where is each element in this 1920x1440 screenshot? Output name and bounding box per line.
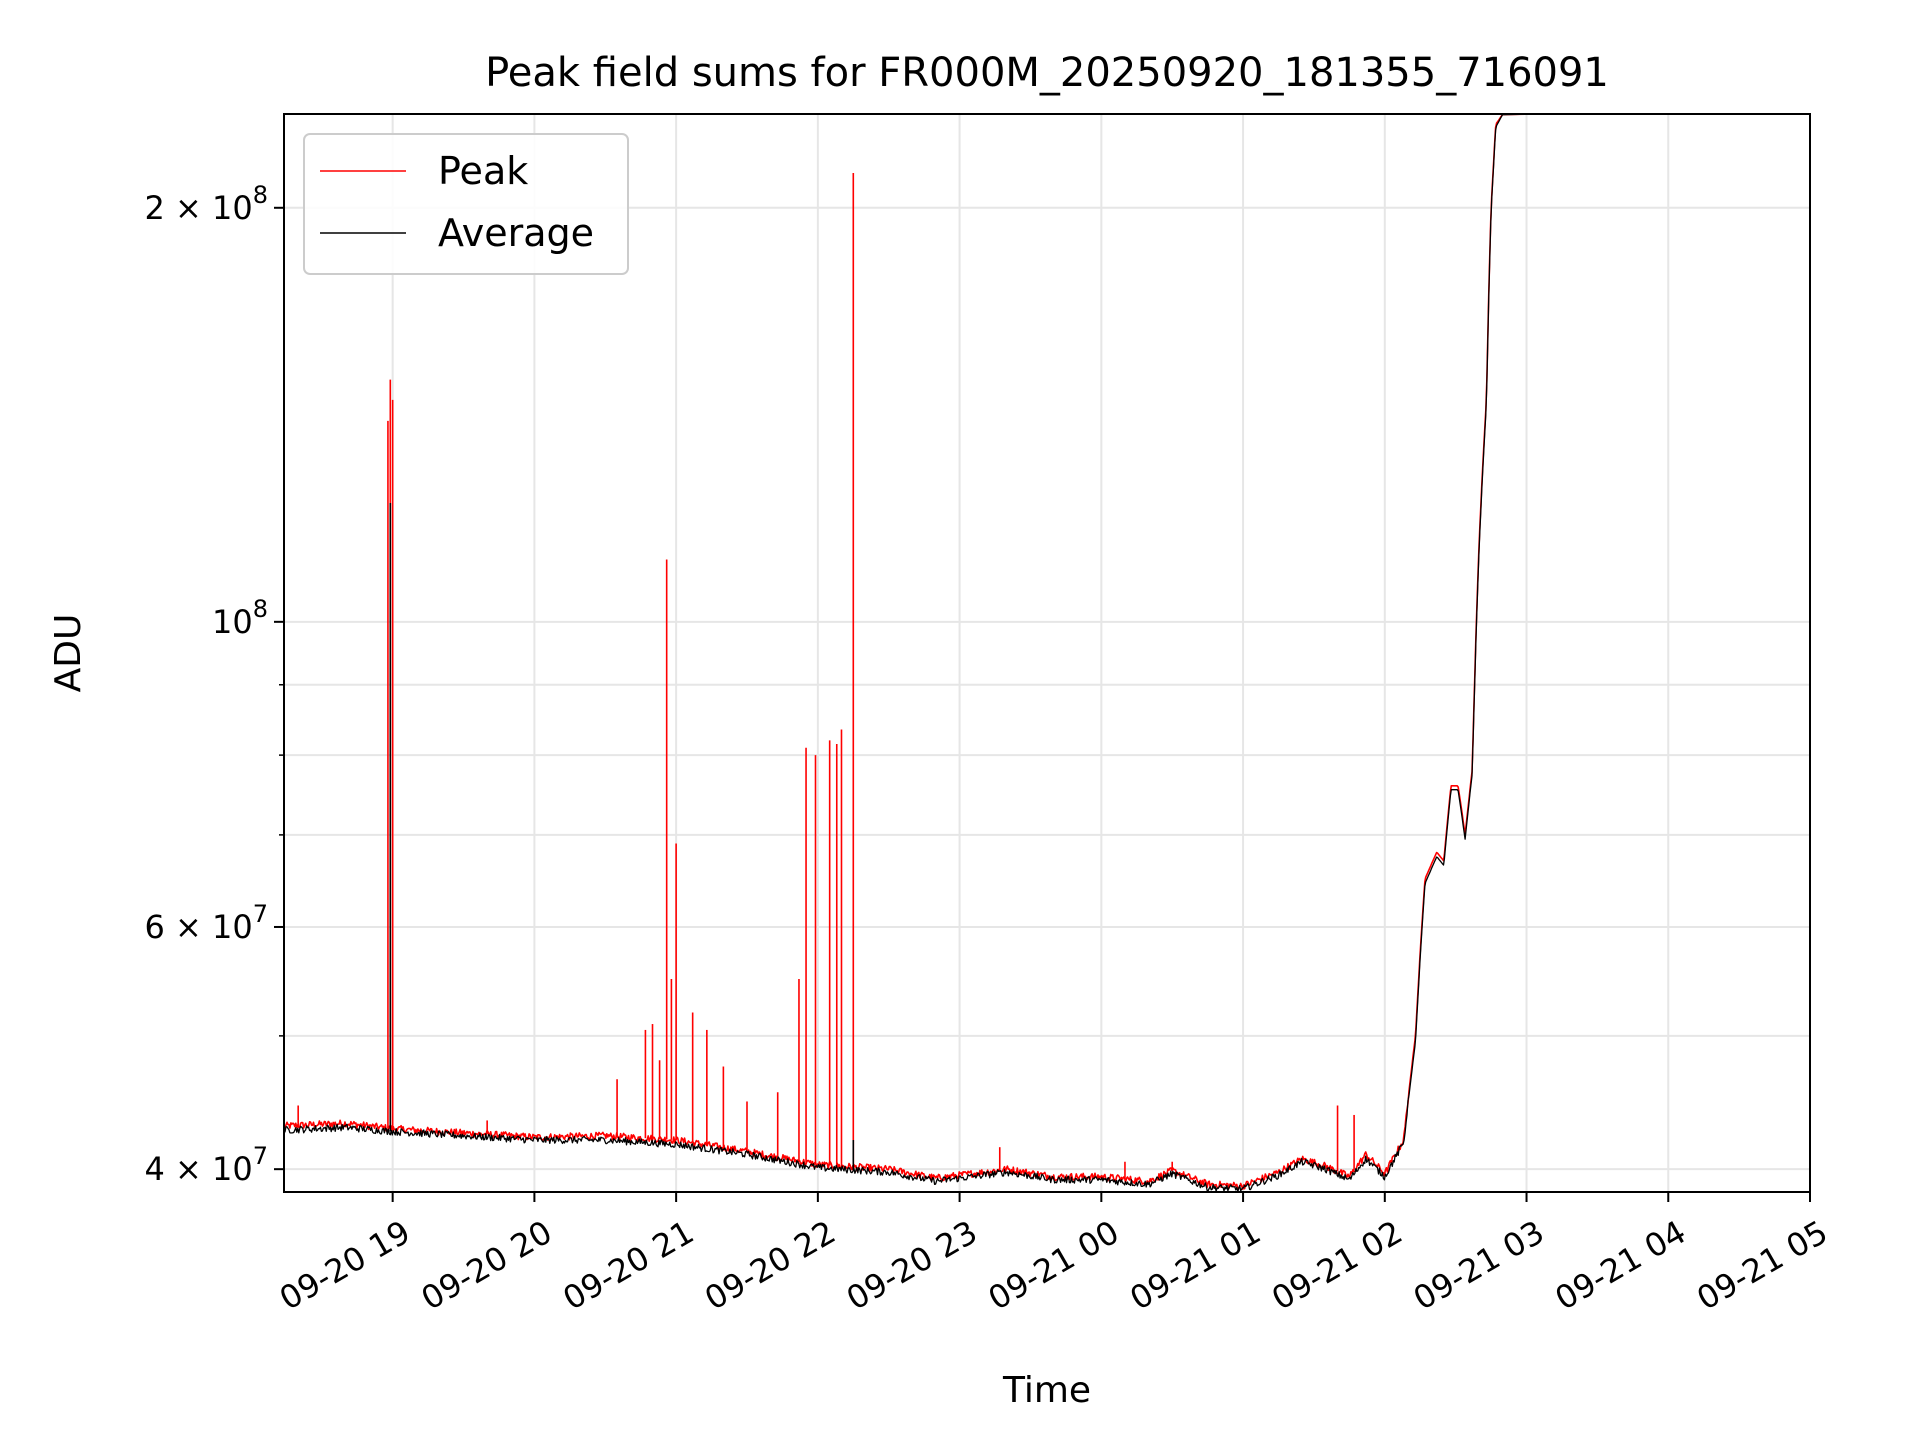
legend-box	[303, 133, 629, 275]
y-tick-label: 2 × 108	[144, 181, 268, 227]
y-tick-base: 4 × 10	[144, 1150, 252, 1188]
y-tick-label: 6 × 107	[144, 900, 268, 946]
plot-frame	[283, 113, 1811, 1193]
legend: Peak Average	[303, 133, 629, 275]
plot-area	[284, 114, 1533, 1192]
y-tick-label: 108	[212, 595, 268, 641]
y-tick-exponent: 7	[253, 900, 268, 928]
y-tick-base: 2 × 10	[144, 189, 252, 227]
legend-label-peak: Peak	[438, 149, 528, 193]
y-tick-exponent: 8	[253, 595, 268, 623]
y-tick-base: 6 × 10	[144, 908, 252, 946]
legend-label-average: Average	[438, 211, 594, 255]
series-layer	[284, 114, 1533, 1192]
x-axis-label: Time	[1002, 1370, 1091, 1411]
y-tick-exponent: 7	[253, 1142, 268, 1170]
chart-title: Peak field sums for FR000M_20250920_1813…	[485, 50, 1609, 96]
y-tick-label: 4 × 107	[144, 1142, 268, 1188]
y-tick-exponent: 8	[253, 181, 268, 209]
y-tick-base: 10	[212, 603, 253, 641]
y-axis-label: ADU	[48, 614, 89, 693]
series-line-average	[284, 114, 1533, 1192]
